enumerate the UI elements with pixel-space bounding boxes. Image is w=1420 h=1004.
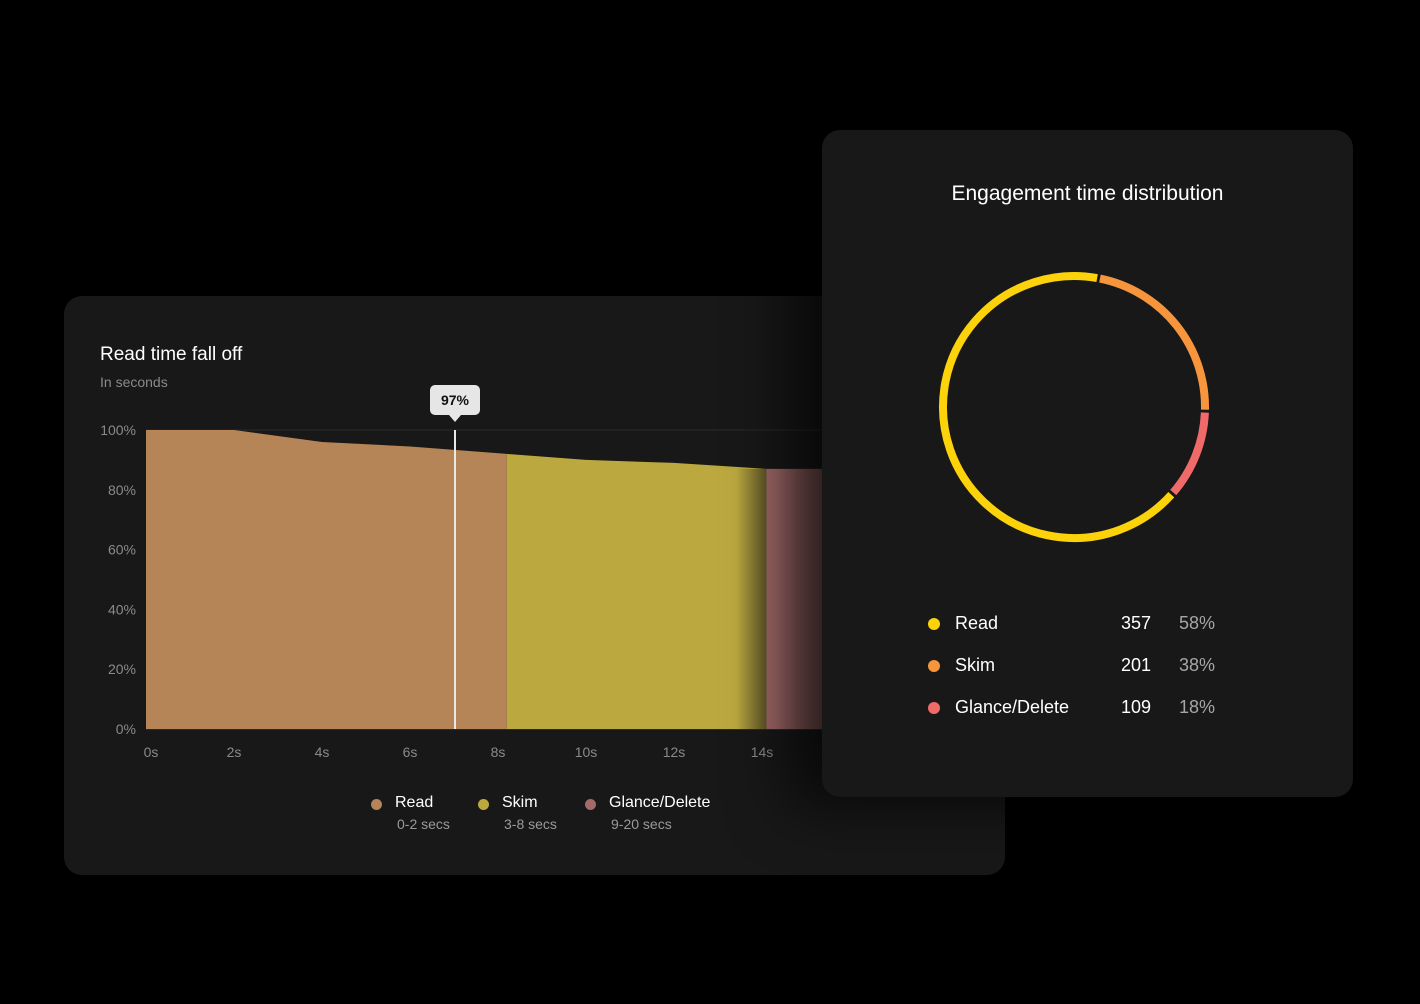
y-tick-label: 60% [108,542,136,558]
legend-label-glance: Glance/Delete [609,794,711,811]
distribution-row-skim[interactable]: Skim 201 38% [822,652,1353,680]
hover-tooltip: 97% [430,385,480,422]
distribution-title: Engagement time distribution [951,182,1224,205]
distribution-label-glance: Glance/Delete [955,697,1070,717]
y-tick-label: 100% [100,422,136,438]
distribution-dot-glance [928,702,940,714]
falloff-title: Read time fall off [100,344,243,365]
distribution-dot-read [928,618,940,630]
x-tick-label: 6s [403,744,418,760]
engagement-distribution-card: Engagement time distribution Read 357 58… [822,130,1353,797]
skim-fade-overlay [736,468,767,729]
y-tick-label: 0% [116,721,136,737]
distribution-count-read: 357 [1120,613,1151,633]
x-tick-label: 8s [491,744,506,760]
legend-dot-skim [478,799,489,810]
y-tick-label: 20% [108,661,136,677]
distribution-dot-skim [928,660,940,672]
legend-range-read: 0-2 secs [397,816,450,832]
distribution-label-read: Read [955,613,999,633]
x-tick-label: 12s [663,744,686,760]
legend-range-skim: 3-8 secs [504,816,557,832]
x-tick-label: 0s [144,744,159,760]
x-tick-label: 14s [751,744,774,760]
distribution-pct-skim: 38% [1179,655,1216,675]
donut-slice-skim[interactable] [1099,274,1209,410]
tooltip-value: 97% [441,392,470,408]
distribution-row-glance[interactable]: Glance/Delete 109 18% [822,694,1353,722]
legend-dot-read [371,799,382,810]
legend-label-read: Read [395,794,434,811]
legend-dot-glance [585,799,596,810]
distribution-count-skim: 201 [1120,655,1151,675]
distribution-count-glance: 109 [1120,697,1151,717]
x-tick-label: 2s [227,744,242,760]
distribution-pct-glance: 18% [1179,697,1216,717]
distribution-pct-read: 58% [1179,613,1216,633]
engagement-donut-chart [939,272,1209,542]
tooltip-box [430,385,480,415]
distribution-row-read[interactable]: Read 357 58% [822,610,1353,638]
y-tick-label: 40% [108,601,136,617]
x-tick-label: 4s [315,744,330,760]
tooltip-caret [449,415,461,422]
falloff-subtitle: In seconds [100,374,168,390]
x-tick-label: 10s [575,744,598,760]
distribution-label-skim: Skim [955,655,995,675]
area-segment-read[interactable] [146,430,507,729]
y-tick-label: 80% [108,482,136,498]
legend-label-skim: Skim [502,794,538,811]
donut-slice-read[interactable] [939,272,1175,542]
area-segment-skim[interactable] [506,453,767,729]
legend-range-glance: 9-20 secs [611,816,672,832]
donut-slice-glance[interactable] [1170,412,1209,496]
